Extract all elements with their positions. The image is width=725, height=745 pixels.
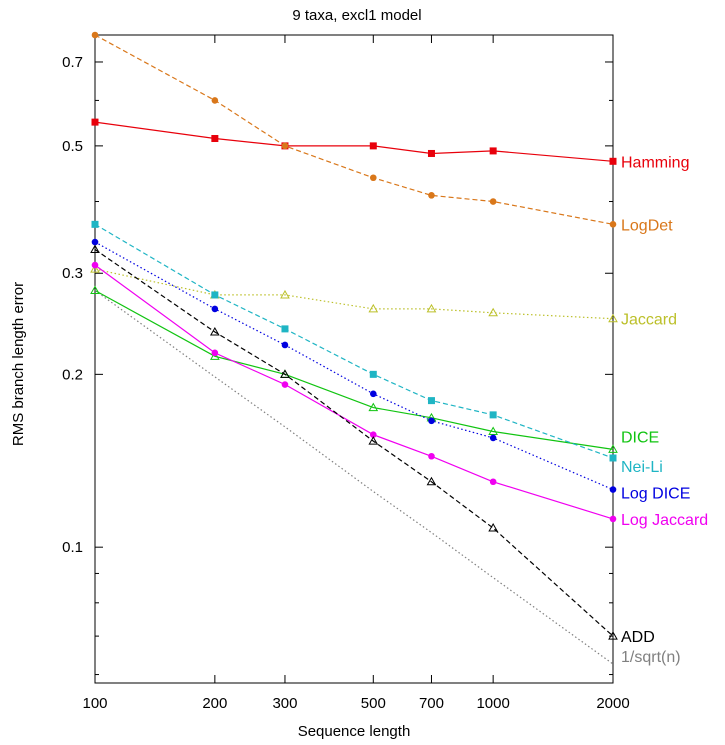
data-point-hamming [427,149,435,157]
data-point-logdet [211,97,219,104]
x-tick-label: 700 [419,695,444,712]
series-label-jaccard: Jaccard [621,312,677,329]
series-label-dice: DICE [621,429,659,446]
x-tick-label: 2000 [596,695,629,712]
y-tick-label: 0.7 [62,54,83,71]
data-point-hamming [609,157,617,165]
data-point-nei-li [489,411,497,419]
data-point-jaccard [280,289,290,299]
series-labels: Hamming LogDet Jaccard DICE Nei-Li Log DICE Lo… [621,154,708,666]
series-line-add [94,249,614,637]
series-line-dice [94,289,614,450]
data-point-log-jaccard [211,349,219,357]
x-tick-label: 100 [82,695,107,712]
data-point-jaccard [368,303,379,313]
plot-frame [94,34,614,684]
data-point-dice [209,351,220,360]
data-point-add [426,476,437,486]
series-label-add: ADD [621,629,655,646]
data-point-logdet [281,142,289,150]
y-tick-label: 0.2 [62,366,83,383]
data-point-logdet [369,174,377,182]
data-point-log-jaccard [489,478,497,486]
data-point-nei-li [211,291,219,299]
data-point-log-dice [428,417,435,425]
series-line-log-jaccard [94,264,614,520]
data-point-jaccard [426,303,437,313]
series-label-hamming: Hamming [621,154,689,171]
data-point-add [608,631,618,640]
x-tick-label: 200 [202,695,227,712]
series-label-log-dice: Log DICE [621,486,690,503]
data-point-logdet [609,221,617,228]
data-point-log-dice [281,341,289,349]
data-point-log-dice [609,486,617,493]
y-tick-label: 0.5 [62,138,83,155]
data-point-nei-li [91,220,99,228]
y-tick-label: 0.3 [62,265,83,282]
series-line-jaccard [94,268,614,320]
series-line-logdet [94,34,614,225]
data-point-log-jaccard [369,431,377,439]
data-point-log-dice [489,434,497,442]
data-point-jaccard [608,313,618,323]
data-point-dice [488,426,499,436]
data-point-jaccard [90,264,100,273]
data-point-logdet [489,198,497,205]
series-label-1-sqrt-n: 1/sqrt(n) [621,649,681,666]
y-tick-label: 0.1 [62,539,83,556]
data-point-jaccard [488,307,499,317]
data-point-hamming [369,142,377,150]
series-label-nei-li: Nei-Li [621,459,663,476]
data-point-hamming [91,118,99,126]
series-line-log-dice [94,241,614,491]
y-axis-label: RMS branch length error [10,282,27,446]
data-point-add [209,327,220,336]
x-axis: 100 200 300 500 700 1000 2000 [82,35,630,712]
data-point-log-jaccard [91,261,99,269]
data-point-logdet [91,31,99,39]
data-point-hamming [489,147,497,155]
data-point-log-jaccard [428,452,435,460]
data-point-log-dice [369,390,377,398]
data-point-dice [368,402,379,412]
x-axis-label: Sequence length [298,723,411,740]
data-point-nei-li [609,454,617,462]
data-point-log-dice [211,305,219,313]
data-point-nei-li [281,325,289,333]
series-markers [90,31,618,640]
data-point-log-jaccard [609,515,617,523]
data-point-dice [90,285,100,294]
series-line-1-sqrt-n [94,290,614,665]
series-line-nei-li [94,223,614,459]
data-point-nei-li [369,370,377,378]
x-tick-label: 300 [272,695,297,712]
x-tick-label: 500 [361,695,386,712]
series-label-logdet: LogDet [621,217,673,234]
data-point-dice [608,444,618,453]
data-point-add [368,436,379,445]
x-tick-label: 1000 [476,695,509,712]
data-point-log-dice [91,238,99,246]
series-lines [94,34,614,665]
series-label-log-jaccard: Log Jaccard [621,512,708,529]
data-point-hamming [211,135,219,143]
data-point-log-jaccard [281,381,289,388]
series-line-hamming [94,121,614,162]
data-point-add [280,369,290,378]
y-axis: 0.1 0.2 0.3 0.5 0.7 [62,54,613,676]
data-point-logdet [428,192,435,199]
data-point-nei-li [427,397,435,405]
data-point-add [488,522,499,532]
chart-title: 9 taxa, excl1 model [292,7,421,24]
data-point-add [90,244,100,253]
